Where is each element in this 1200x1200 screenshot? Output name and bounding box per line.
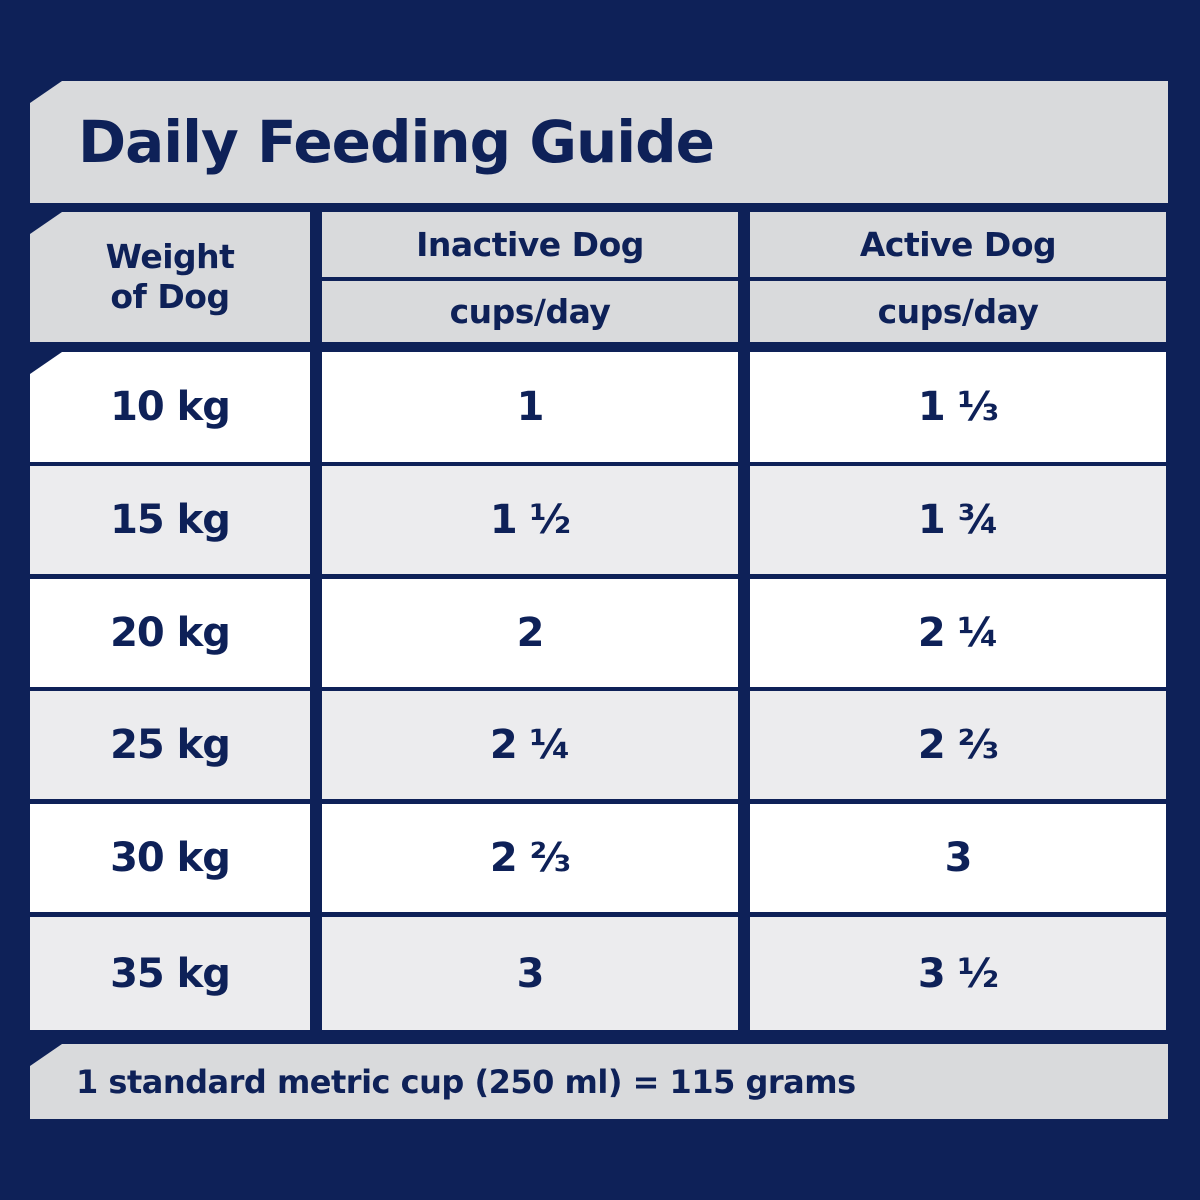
cell-active: 3 ½ — [750, 917, 1166, 1030]
cell-weight: 35 kg — [30, 917, 310, 1030]
footer-note: 1 standard metric cup (250 ml) = 115 gra… — [30, 1044, 1168, 1119]
cell-inactive: 1 ½ — [322, 466, 738, 574]
header-weight-line1: Weight — [105, 237, 235, 276]
header-weight: Weight of Dog — [30, 212, 310, 342]
cell-inactive: 2 ¼ — [322, 691, 738, 799]
cell-inactive: 2 — [322, 579, 738, 687]
header-active-unit: cups/day — [750, 281, 1166, 342]
cell-weight: 30 kg — [30, 804, 310, 912]
cell-weight: 15 kg — [30, 466, 310, 574]
cell-inactive: 1 — [322, 352, 738, 462]
cell-inactive: 3 — [322, 917, 738, 1030]
cell-active: 2 ¼ — [750, 579, 1166, 687]
page-title: Daily Feeding Guide — [30, 81, 1168, 203]
cell-active: 2 ⅔ — [750, 691, 1166, 799]
cell-active: 3 — [750, 804, 1166, 912]
cell-weight: 10 kg — [30, 352, 310, 462]
cell-weight: 25 kg — [30, 691, 310, 799]
header-active: Active Dog — [750, 212, 1166, 277]
cell-weight: 20 kg — [30, 579, 310, 687]
cell-active: 1 ¾ — [750, 466, 1166, 574]
header-inactive-unit: cups/day — [322, 281, 738, 342]
cell-inactive: 2 ⅔ — [322, 804, 738, 912]
header-inactive: Inactive Dog — [322, 212, 738, 277]
header-weight-line2: of Dog — [110, 277, 230, 316]
cell-active: 1 ⅓ — [750, 352, 1166, 462]
